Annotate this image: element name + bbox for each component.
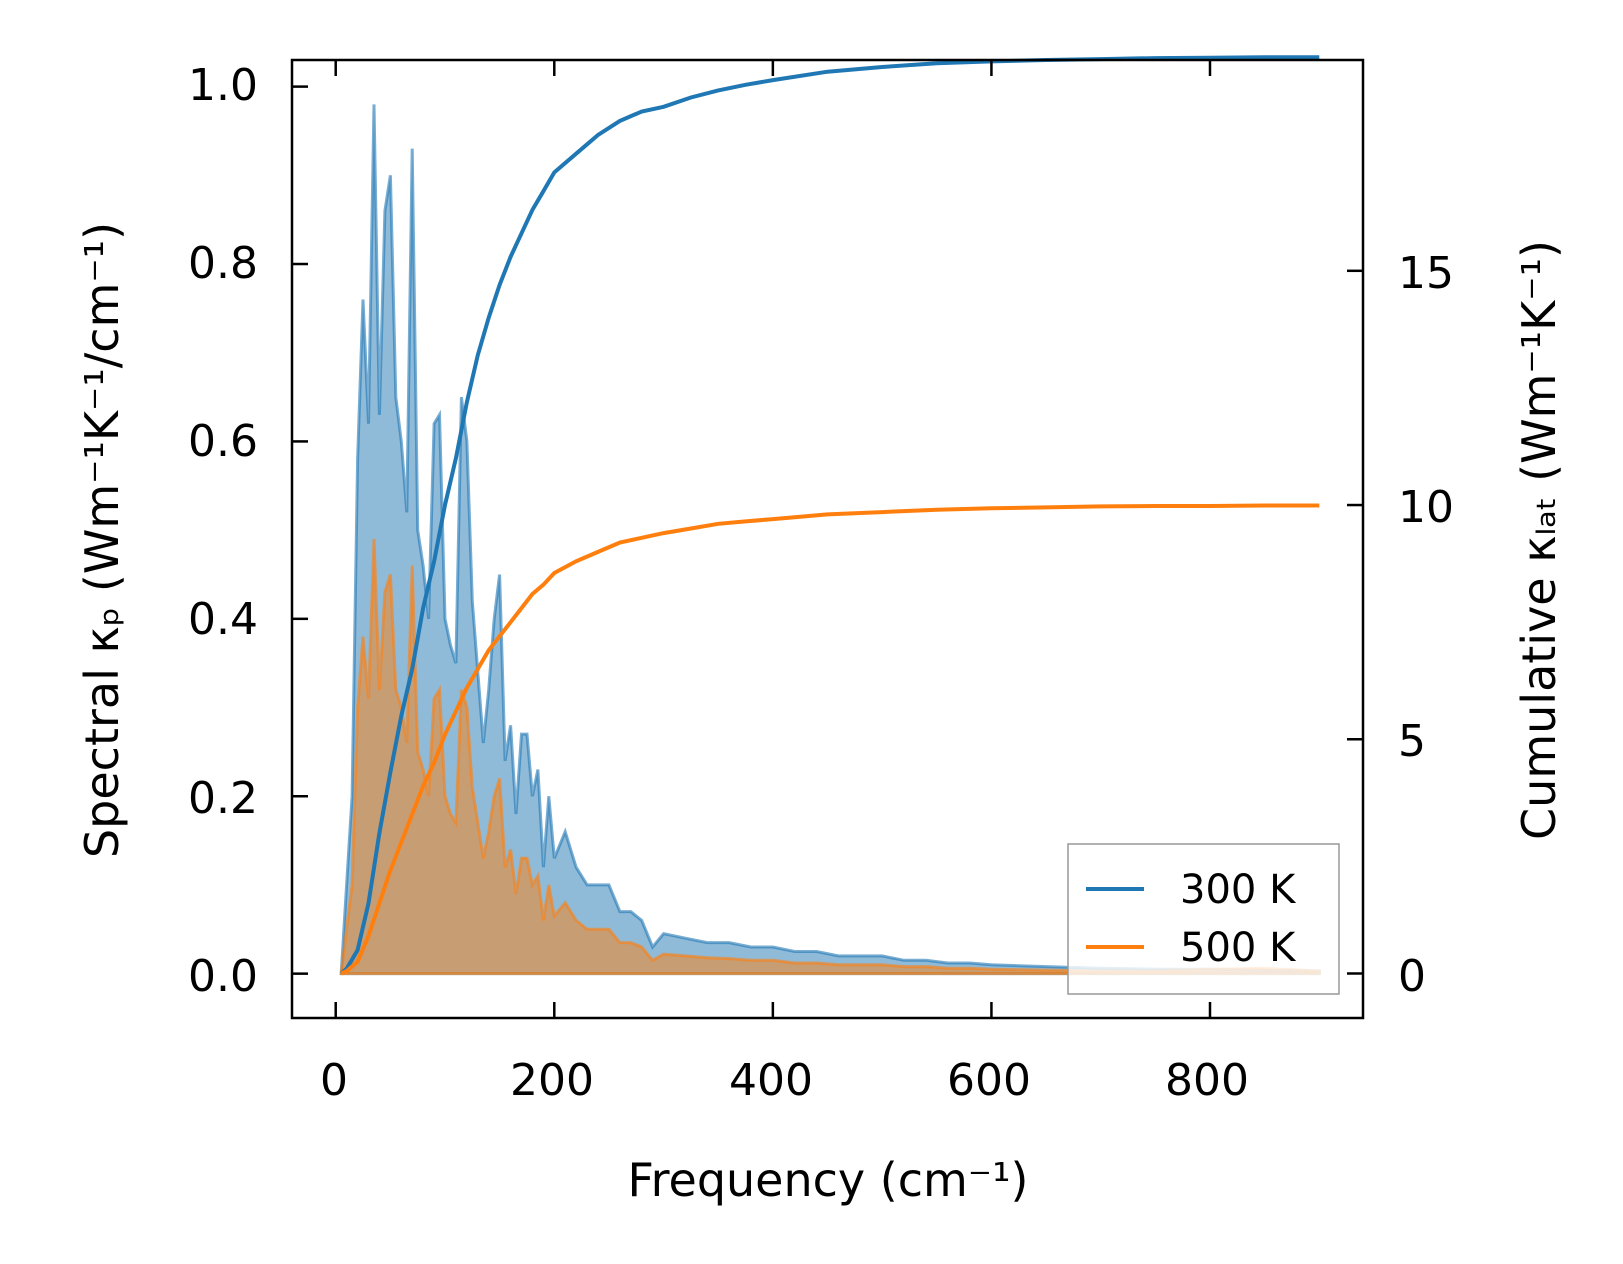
- legend-label-300: 300 K: [1180, 867, 1297, 913]
- y-right-tick-label: 0: [1398, 951, 1426, 1002]
- x-tick-label: 400: [729, 1055, 813, 1106]
- x-tick-labels: 0 200 400 600 800: [320, 1055, 1249, 1106]
- y-right-axis-title: Cumulative κₗₐₜ (Wm⁻¹K⁻¹): [1512, 240, 1566, 840]
- spectral-500-fill: [339, 538, 1321, 976]
- x-tick-label: 200: [510, 1055, 594, 1106]
- x-axis-title: Frequency (cm⁻¹): [628, 1153, 1029, 1207]
- legend-label-500: 500 K: [1180, 925, 1297, 971]
- y-right-tick-label: 10: [1398, 482, 1454, 533]
- x-tick-label: 0: [320, 1055, 348, 1106]
- y-left-tick-label: 0.0: [188, 951, 258, 1002]
- y-right-tick-labels: 0 5 10 15: [1398, 248, 1454, 1002]
- y-left-axis-title: Spectral κₚ (Wm⁻¹K⁻¹/cm⁻¹): [75, 222, 129, 858]
- y-left-tick-label: 0.2: [188, 773, 258, 824]
- cumulative-300-line: [339, 55, 1320, 976]
- tick-marks: [292, 60, 1363, 1018]
- y-left-tick-label: 0.4: [188, 594, 258, 645]
- y-left-tick-label: 1.0: [188, 60, 258, 111]
- y-right-tick-label: 5: [1398, 716, 1426, 767]
- x-tick-label: 800: [1165, 1055, 1249, 1106]
- plot-frame: [290, 58, 1365, 1020]
- y-left-tick-label: 0.8: [188, 238, 258, 289]
- x-tick-label: 600: [947, 1055, 1031, 1106]
- legend: 300 K 500 K: [1067, 843, 1340, 995]
- y-left-tick-labels: 0.0 0.2 0.4 0.6 0.8 1.0: [188, 60, 258, 1002]
- y-right-tick-label: 15: [1398, 248, 1454, 299]
- legend-box: [1067, 843, 1340, 995]
- cumulative-500-line: [340, 503, 1320, 976]
- y-left-tick-label: 0.6: [188, 416, 258, 467]
